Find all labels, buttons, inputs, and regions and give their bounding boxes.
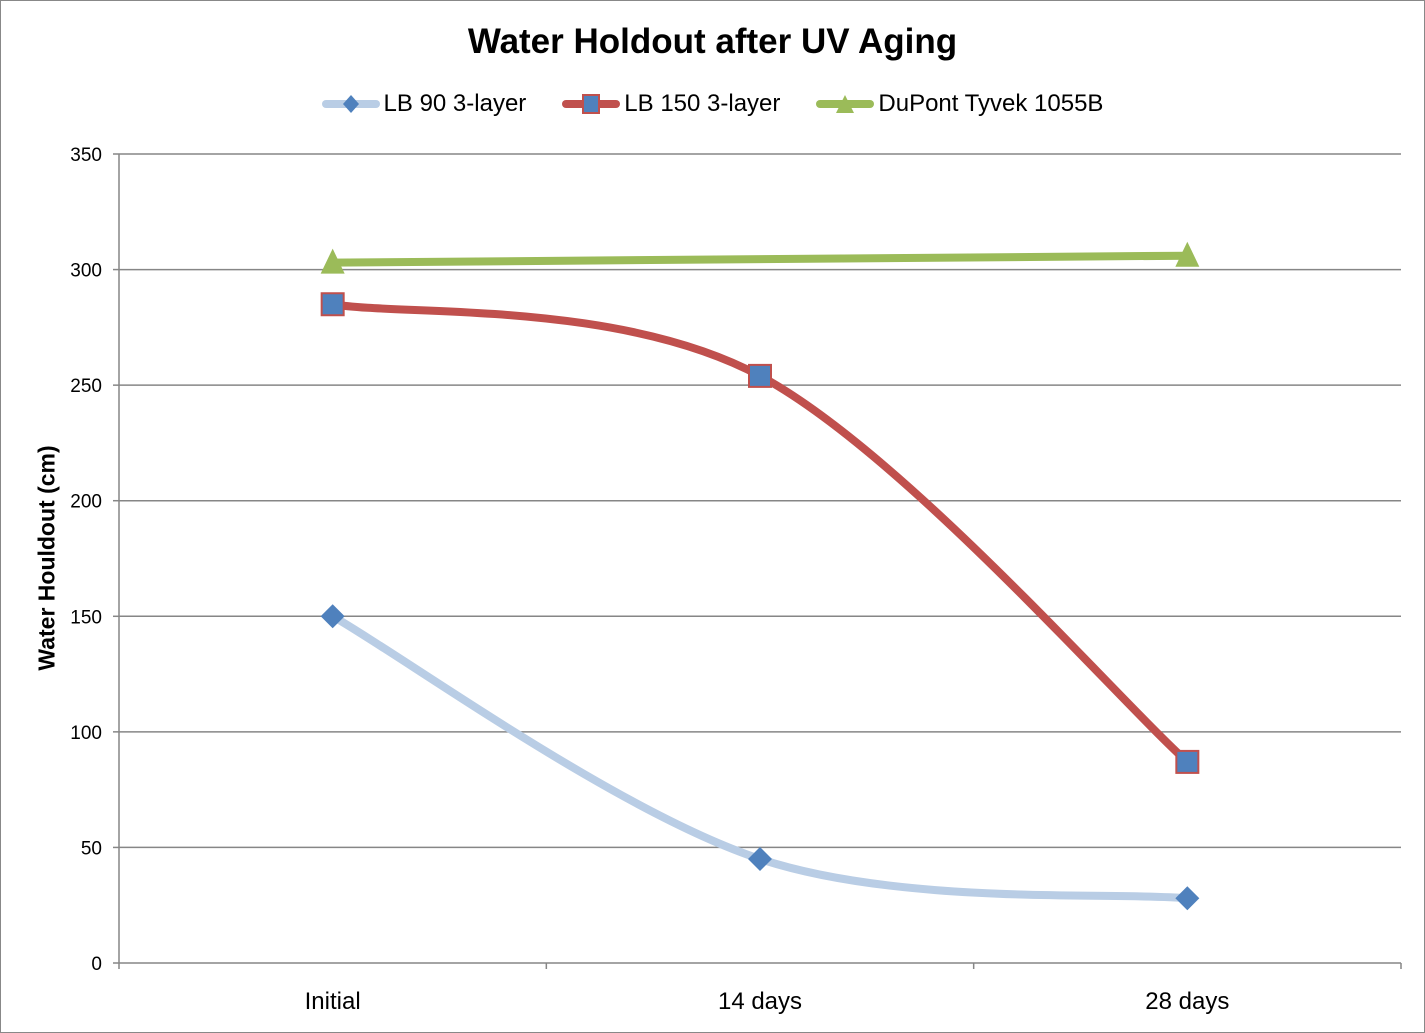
data-point-diamond: [748, 846, 772, 871]
legend-label: LB 90 3-layer: [383, 90, 527, 117]
data-point-square: [748, 363, 772, 388]
x-tick-label: 28 days: [1145, 988, 1229, 1015]
y-tick-label: 0: [91, 954, 102, 975]
legend-item-tyvek: DuPont Tyvek 1055B: [816, 90, 1103, 118]
y-tick-label: 300: [70, 261, 102, 282]
y-tick-label: 200: [70, 492, 102, 513]
data-point-square: [1175, 749, 1200, 774]
data-point-triangle: [320, 248, 345, 274]
x-tick-label: Initial: [305, 988, 361, 1015]
legend-marker-square-icon: [562, 94, 621, 114]
y-tick-label: 100: [70, 723, 102, 744]
x-tick-label: 14 days: [718, 988, 802, 1015]
legend-item-lb150: LB 150 3-layer: [562, 90, 780, 118]
legend-label: DuPont Tyvek 1055B: [878, 90, 1104, 117]
legend-label: LB 150 3-layer: [624, 90, 781, 117]
y-tick-label: 150: [70, 607, 102, 628]
data-point-diamond: [320, 604, 345, 629]
legend-item-lb90: LB 90 3-layer: [321, 90, 527, 118]
data-point-diamond: [1175, 886, 1200, 911]
series-line-2: [328, 251, 1192, 267]
legend-marker-triangle-icon: [816, 95, 875, 113]
legend-marker-diamond-icon: [321, 95, 380, 113]
legend: LB 90 3-layer LB 150 3-layer DuPont Tyve…: [0, 90, 1425, 118]
data-point-triangle: [1175, 241, 1200, 267]
chart-title: Water Holdout after UV Aging: [467, 22, 958, 61]
y-tick-label: 250: [70, 376, 102, 397]
y-tick-label: 50: [81, 838, 102, 859]
y-tick-label: 350: [70, 145, 102, 166]
data-point-square: [320, 292, 345, 317]
